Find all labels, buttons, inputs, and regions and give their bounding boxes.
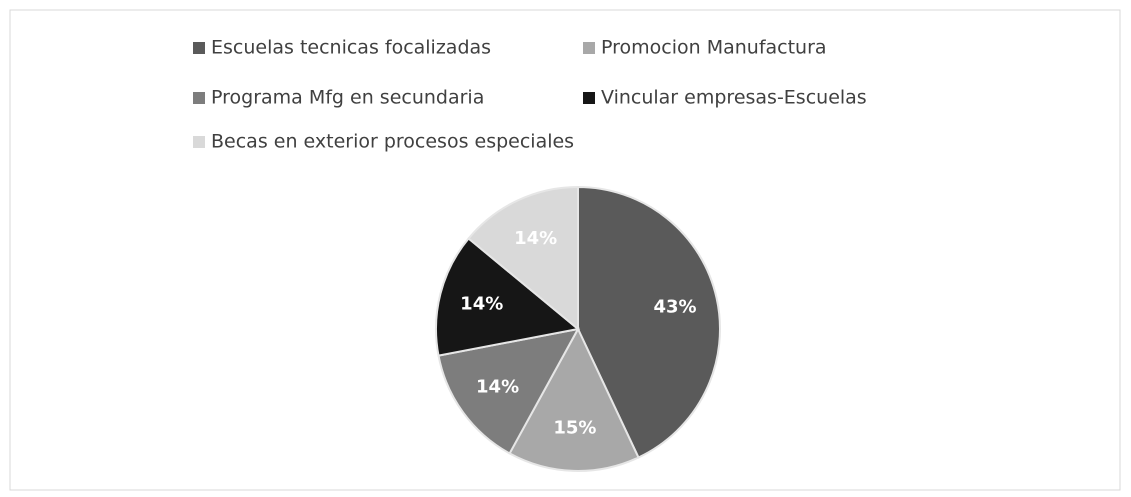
pie-slice	[437, 327, 580, 455]
slice-label: 14%	[460, 293, 503, 314]
legend-swatch	[583, 42, 595, 54]
legend-swatch	[193, 42, 205, 54]
legend-swatch	[193, 92, 205, 104]
legend-swatch	[193, 136, 205, 148]
legend-label: Promocion Manufactura	[601, 37, 827, 59]
legend-swatch	[583, 92, 595, 104]
slice-label: 15%	[553, 417, 596, 438]
pie-slice	[467, 185, 579, 332]
slice-label: 14%	[514, 228, 557, 249]
pie-slice	[577, 185, 721, 459]
legend-label: Programa Mfg en secundaria	[211, 87, 484, 109]
pie-slice	[435, 237, 581, 357]
legend-label: Escuelas tecnicas focalizadas	[211, 37, 491, 59]
slice-label: 43%	[653, 296, 696, 317]
legend-label: Vincular empresas-Escuelas	[601, 87, 867, 109]
legend-label: Becas en exterior procesos especiales	[211, 131, 574, 153]
pie-slice	[508, 326, 640, 472]
slice-label: 14%	[476, 376, 519, 397]
